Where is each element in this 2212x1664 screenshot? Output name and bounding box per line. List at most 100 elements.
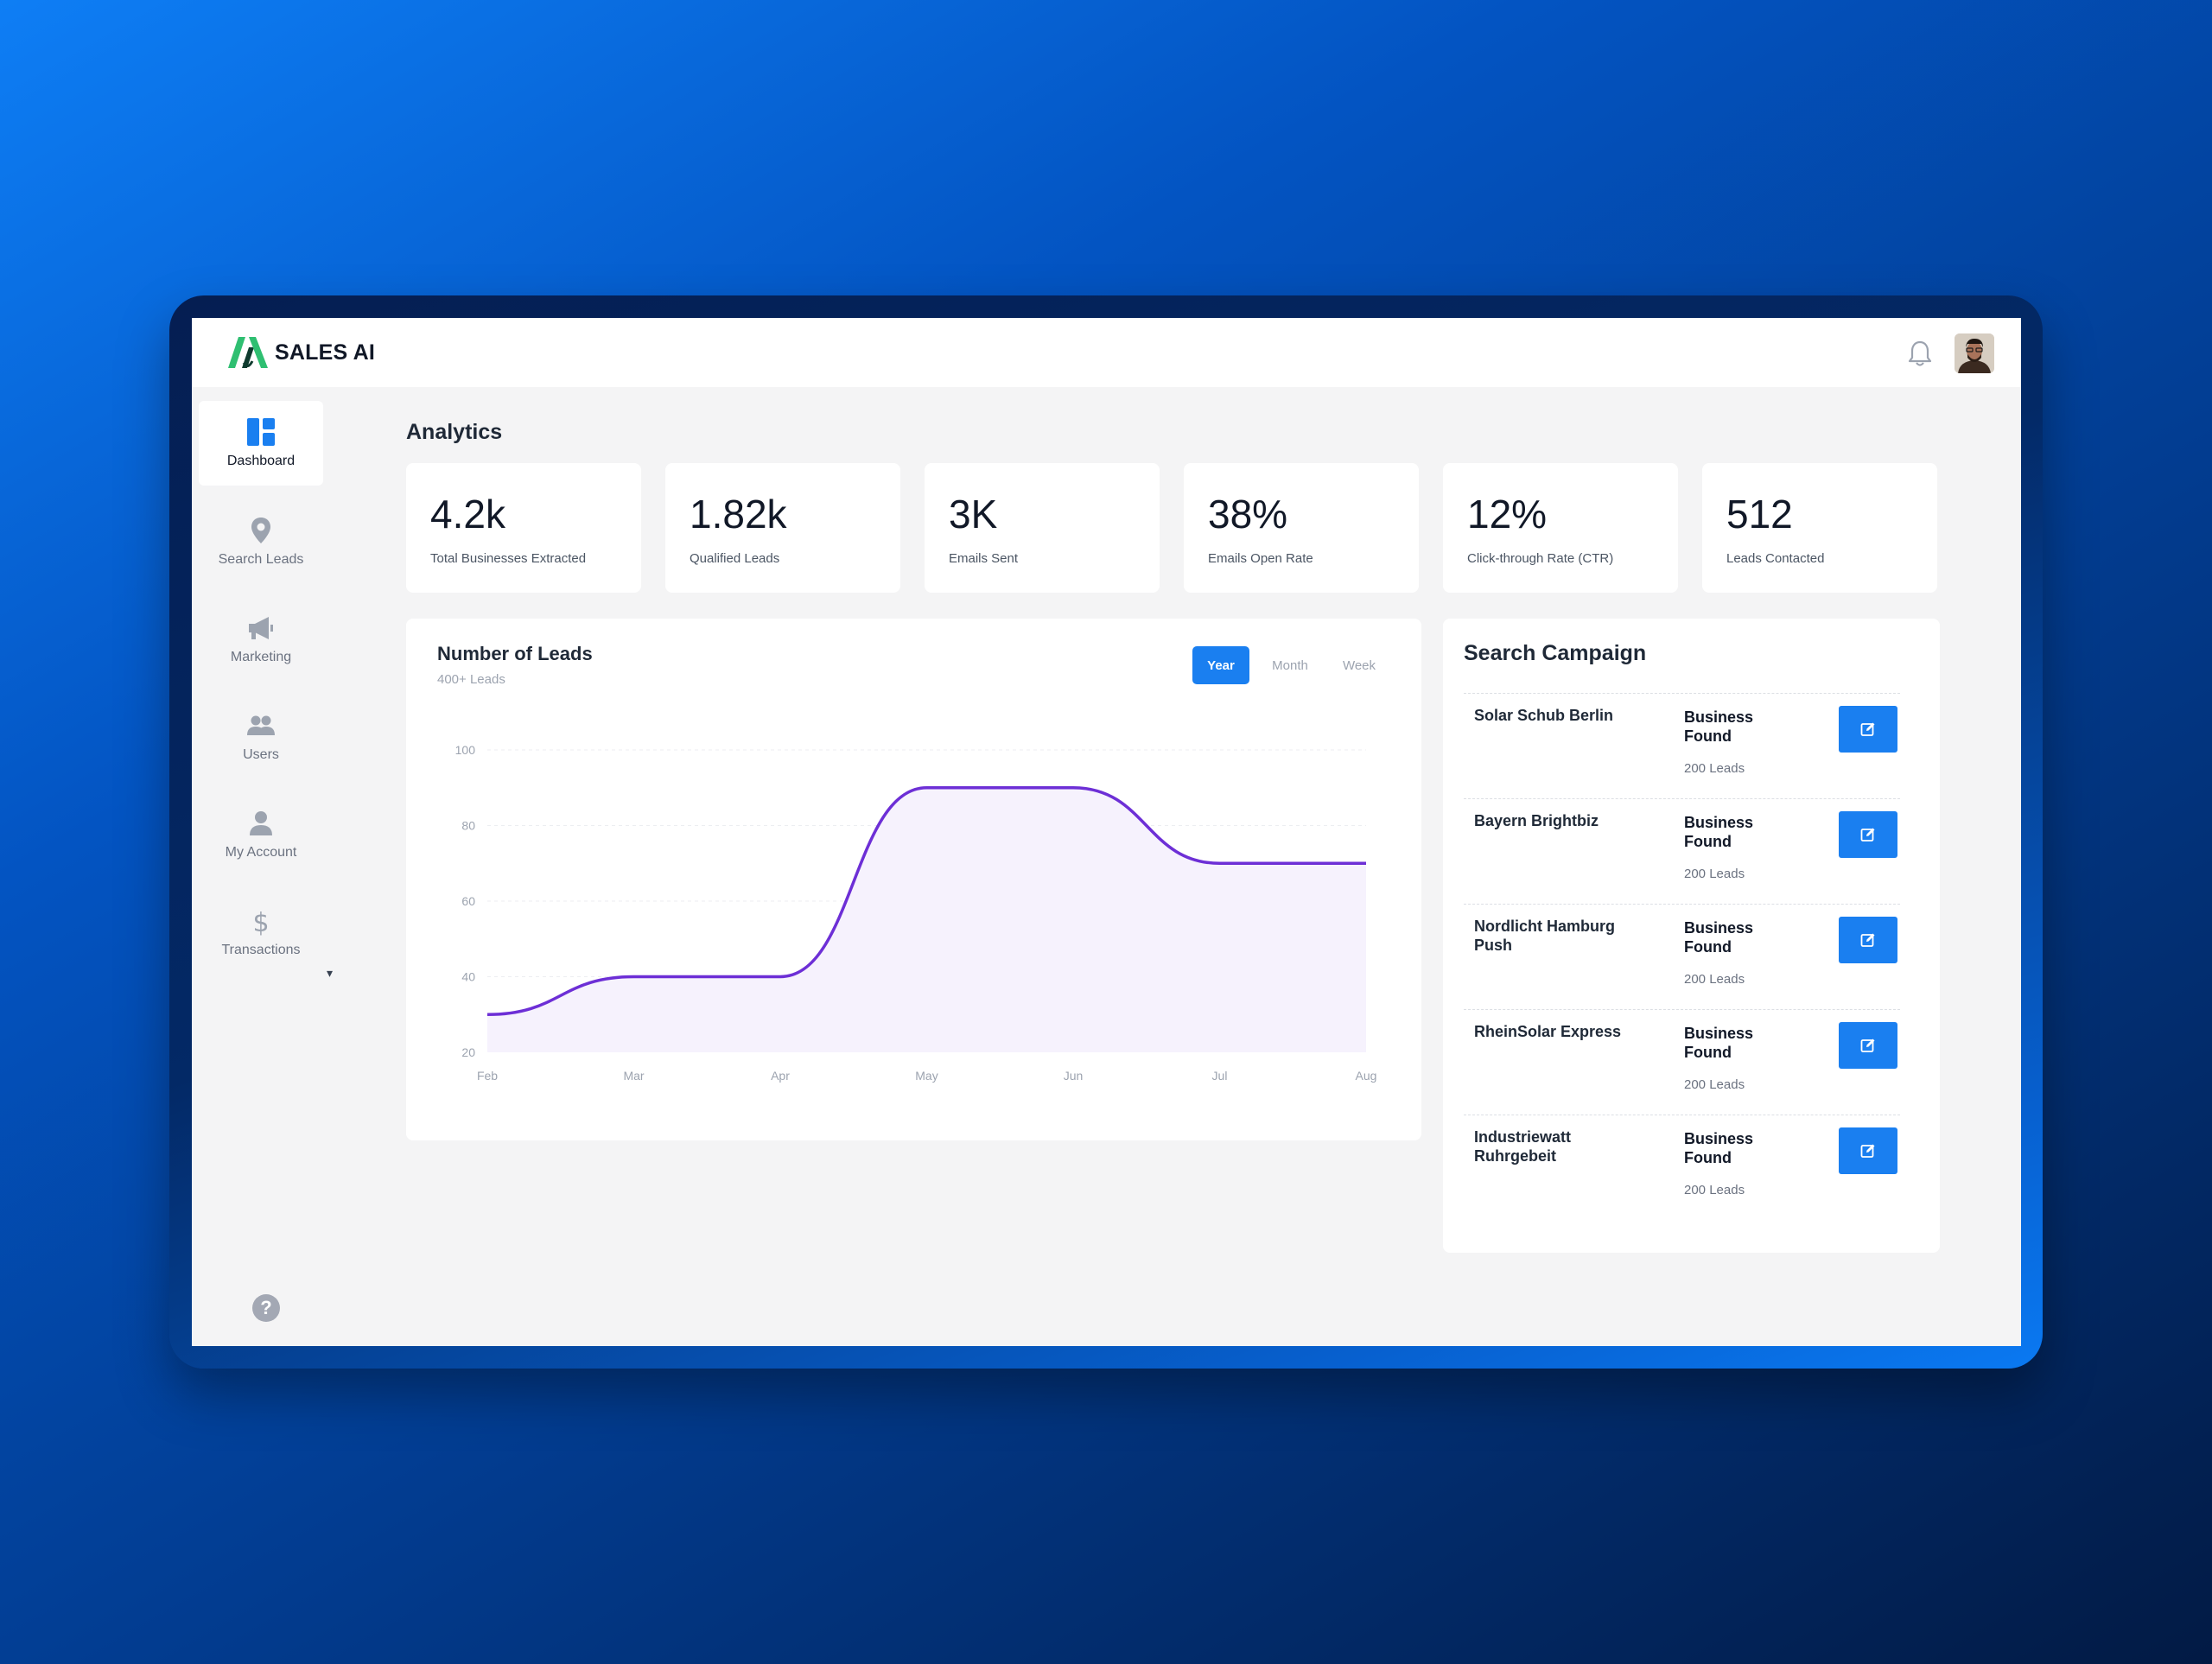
x-tick-label: Jul	[1212, 1069, 1228, 1083]
campaign-leads: 200 Leads	[1684, 867, 1745, 881]
campaign-title: Search Campaign	[1464, 641, 1647, 665]
sidebar: Dashboard Search Leads Marketing	[192, 387, 334, 1346]
chevron-down-icon[interactable]: ▾	[327, 966, 334, 980]
list-item: Solar Schub Berlin Business Found 200 Le…	[1464, 693, 1900, 798]
edit-campaign-button[interactable]	[1839, 1022, 1897, 1069]
edit-icon	[1860, 722, 1875, 736]
stat-label: Emails Sent	[949, 551, 1019, 566]
campaign-leads: 200 Leads	[1684, 1077, 1745, 1092]
sidebar-item-search-leads[interactable]: Search Leads	[199, 499, 323, 584]
x-tick-label: Jun	[1064, 1069, 1084, 1083]
dashboard-icon	[247, 418, 275, 446]
stat-card-open-rate: 38% Emails Open Rate	[1184, 463, 1419, 593]
campaign-status: Business Found	[1684, 1025, 1754, 1061]
x-tick-label: Mar	[623, 1069, 644, 1083]
bell-icon[interactable]	[1906, 339, 1934, 368]
list-item: Industriewatt Ruhrgebeit Business Found …	[1464, 1115, 1900, 1220]
users-icon	[247, 715, 275, 735]
x-tick-label: May	[915, 1069, 938, 1083]
stat-value: 38%	[1208, 492, 1288, 537]
tab-month[interactable]: Month	[1272, 657, 1308, 673]
app-logo[interactable]: SALES AI	[226, 335, 375, 370]
stat-card-leads-contacted: 512 Leads Contacted	[1702, 463, 1937, 593]
sidebar-item-dashboard[interactable]: Dashboard	[199, 401, 323, 486]
dollar-icon: $	[252, 908, 269, 936]
area-fill	[487, 787, 1366, 1052]
search-campaign-card: Search Campaign Solar Schub Berlin Busin…	[1443, 619, 1940, 1253]
sidebar-item-label: My Account	[225, 845, 297, 860]
megaphone-icon	[249, 617, 273, 639]
leads-area-chart: 20 40 60 80 100 Feb Mar Apr May Jun Jul Aug	[455, 743, 1377, 1083]
sidebar-item-label: Users	[243, 747, 279, 762]
y-tick-label: 20	[461, 1045, 475, 1059]
campaign-status: Business Found	[1684, 1130, 1754, 1166]
stat-card-total-businesses: 4.2k Total Businesses Extracted	[406, 463, 641, 593]
sidebar-item-label: Dashboard	[226, 454, 296, 468]
chart-subtitle: 400+ Leads	[437, 672, 505, 687]
campaign-status: Business Found	[1684, 708, 1754, 745]
user-photo-icon	[1955, 333, 1994, 373]
list-item: Nordlicht Hamburg Push Business Found 20…	[1464, 904, 1900, 1009]
svg-text:$: $	[252, 908, 269, 936]
campaign-status: Business Found	[1684, 919, 1754, 956]
stat-value: 1.82k	[690, 492, 787, 537]
tab-week[interactable]: Week	[1342, 657, 1376, 673]
edit-campaign-button[interactable]	[1839, 706, 1897, 753]
y-tick-label: 80	[461, 819, 475, 833]
stat-label: Click-through Rate (CTR)	[1467, 551, 1614, 566]
period-tabs: Year Month Week	[1192, 646, 1400, 684]
sidebar-item-users[interactable]: Users	[199, 695, 323, 779]
avatar[interactable]	[1955, 333, 1994, 373]
app-screen: SALES AI	[192, 318, 2021, 1346]
sidebar-item-transactions[interactable]: $ Transactions	[199, 890, 323, 975]
x-tick-label: Aug	[1356, 1069, 1377, 1083]
y-tick-label: 40	[461, 970, 475, 984]
sidebar-item-marketing[interactable]: Marketing	[199, 597, 323, 682]
stat-label: Emails Open Rate	[1208, 551, 1313, 566]
sidebar-item-label: Search Leads	[218, 552, 304, 567]
stat-label: Leads Contacted	[1726, 551, 1825, 566]
edit-icon	[1860, 828, 1875, 842]
series-line	[486, 786, 1366, 1016]
map-pin-icon	[251, 518, 270, 543]
stat-card-ctr: 12% Click-through Rate (CTR)	[1443, 463, 1678, 593]
campaign-status: Business Found	[1684, 814, 1754, 850]
x-tick-label: Apr	[771, 1069, 790, 1083]
help-icon[interactable]: ?	[252, 1294, 280, 1322]
edit-icon	[1860, 1144, 1875, 1158]
stat-value: 12%	[1467, 492, 1548, 537]
campaign-name: Bayern Brightbiz	[1474, 812, 1599, 829]
tab-year[interactable]: Year	[1192, 646, 1249, 684]
edit-icon	[1860, 933, 1875, 947]
list-item: Bayern Brightbiz Business Found 200 Lead…	[1464, 798, 1900, 904]
stat-label: Total Businesses Extracted	[430, 551, 587, 566]
sidebar-item-label: Marketing	[230, 650, 292, 664]
app-name: SALES AI	[275, 340, 375, 365]
list-item: RheinSolar Express Business Found 200 Le…	[1464, 1009, 1900, 1115]
campaign-leads: 200 Leads	[1684, 761, 1745, 776]
campaign-name: Industriewatt Ruhrgebeit	[1474, 1128, 1572, 1165]
campaign-name: Nordlicht Hamburg Push	[1474, 918, 1616, 954]
campaign-name: RheinSolar Express	[1474, 1023, 1622, 1040]
sidebar-item-my-account[interactable]: My Account	[199, 792, 323, 877]
stat-value: 512	[1726, 492, 1793, 537]
stat-label: Qualified Leads	[690, 551, 780, 566]
edit-icon	[1860, 1038, 1875, 1052]
edit-campaign-button[interactable]	[1839, 811, 1897, 858]
sales-ai-logo-icon	[228, 337, 268, 368]
campaign-name: Solar Schub Berlin	[1474, 707, 1614, 724]
edit-campaign-button[interactable]	[1839, 1127, 1897, 1174]
edit-campaign-button[interactable]	[1839, 917, 1897, 963]
sidebar-item-label: Transactions	[221, 943, 301, 957]
y-tick-label: 60	[461, 894, 475, 908]
x-tick-label: Feb	[477, 1069, 498, 1083]
chart-title: Number of Leads	[437, 643, 593, 664]
device-frame: SALES AI	[169, 295, 2043, 1369]
stat-value: 4.2k	[430, 492, 505, 537]
stat-value: 3K	[949, 492, 998, 537]
top-bar: SALES AI	[192, 318, 2021, 387]
stat-card-qualified-leads: 1.82k Qualified Leads	[665, 463, 900, 593]
y-tick-label: 100	[455, 743, 476, 757]
user-icon	[250, 811, 272, 835]
campaign-leads: 200 Leads	[1684, 1183, 1745, 1197]
